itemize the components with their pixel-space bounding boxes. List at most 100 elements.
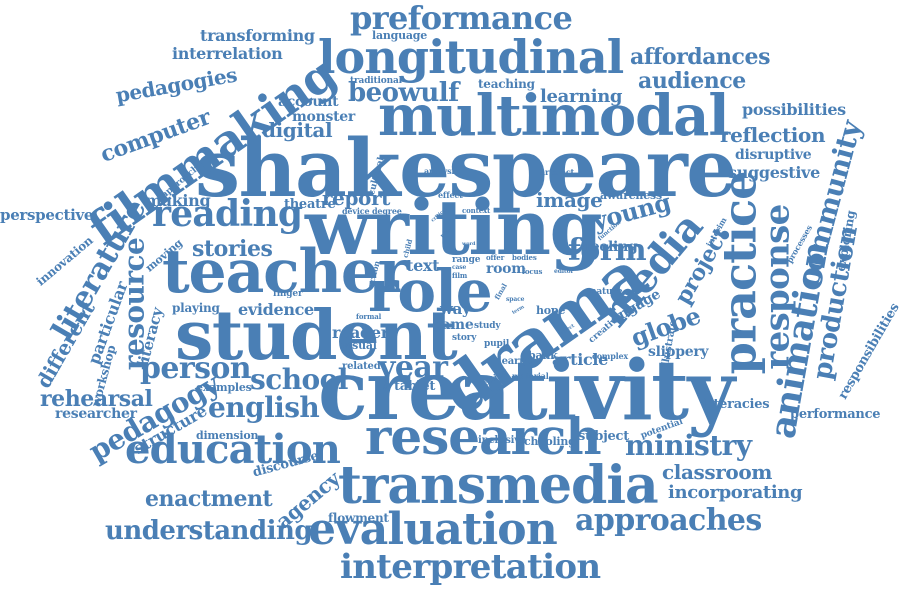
word-incorporating: incorporating [668,482,803,503]
word-subject: subject [578,429,629,444]
word-digital: digital [262,118,333,142]
word-finger: finger [273,289,303,299]
word-learner: learner [498,356,538,367]
word-dimension: dimension [196,429,259,442]
word-beowulf: beowulf [348,78,459,108]
word-evaluation: evaluation [308,504,558,555]
word-examples: examples [196,381,252,394]
word-interpretation: interpretation [340,547,601,587]
word-making: making [145,191,211,210]
word-transmedia: transmedia [338,455,659,516]
word-enactment: enactment [145,486,273,512]
word-perspective: perspective [0,206,94,224]
word-complex: complex [592,351,629,361]
word-literacies: literacies [704,397,770,412]
word-text: text [406,256,440,275]
word-multimodal: multimodal [378,83,730,149]
word-person: person [140,351,252,386]
word-practice: practice [712,171,767,375]
word-offer: offer [486,253,505,262]
word-affordances: affordances [630,44,771,70]
word-audience: audience [638,68,746,94]
word-english: english [208,391,320,424]
word-approaches: approaches [575,503,762,538]
word-suggestive: suggestive [728,163,820,182]
word-traditional: traditional [350,76,402,86]
word-researcher: researcher [55,406,137,422]
word-creativity: creativity [318,343,735,439]
word-performance: performance [790,407,881,422]
word-space: space [506,296,525,303]
word-interrelation: interrelation [172,44,283,63]
word-awareness: awareness [600,189,662,202]
word-visual: visual [342,339,377,352]
word-account: account [278,94,339,110]
word-evidence: evidence [238,300,314,319]
word-education: education [125,426,341,473]
word-artefact: artefact [540,167,575,177]
word-slippery: slippery [648,344,709,360]
word-learning: learning [540,86,623,107]
word-range: range [452,255,481,265]
word-classroom: classroom [662,460,773,484]
word-flowment: flowment [328,511,389,525]
word-word: word [462,241,476,247]
word-pupil: pupil [484,339,510,349]
word-form: form [568,233,647,268]
word-writing: writing [305,183,603,272]
word-disruptive: disruptive [735,147,812,163]
word-effect: effect [438,190,463,200]
word-study: study [474,321,501,331]
word-monster: monster [292,109,356,125]
word-pedagogies: pedagogies [113,62,239,108]
word-rehearsal: rehearsal [40,386,153,412]
word-year: year [378,350,448,385]
word-response: response [757,204,798,370]
word-research: research [365,407,602,466]
word-game: game [432,317,474,333]
word-teacher: teacher [162,237,410,307]
word-inclusive: inclusive [478,435,527,446]
word-theatre: theatre [284,197,336,212]
word-device: device [342,206,370,216]
word-case: case [452,264,467,271]
word-hope: hope [536,304,566,317]
word-longitudinal: longitudinal [318,30,624,84]
word-article: article [552,350,609,369]
word-tablet: tablet [394,379,436,394]
word-nature: nature [590,287,623,297]
word-stories: stories [192,236,273,262]
word-shakespeare: shakespeare [195,121,737,215]
word-context: context [462,206,491,215]
word-teaching: teaching [478,77,535,91]
word-school: school [250,363,348,396]
word-related: related [342,361,381,372]
word-material: material [512,371,549,381]
word-analysis: analysis [424,166,459,176]
word-report: report [322,186,390,210]
word-reading: reading [152,193,303,235]
word-language: language [372,29,428,42]
word-playing: playing [172,301,220,315]
word-schooling: schooling [518,435,576,448]
word-room: room [486,261,526,277]
word-ministry: ministry [625,429,752,462]
word-role: role [368,257,493,325]
word-transforming: transforming [200,26,315,45]
word-bank: bank [528,349,558,362]
word-bodies: bodies [512,253,537,262]
word-feeling: feeling [585,239,638,255]
word-image: image [536,188,603,212]
word-editor: editor [554,268,574,275]
word-understanding: understanding [105,516,313,546]
word-focus: focus [522,267,543,276]
word-student: student [175,296,458,376]
word-reader: reader [332,323,389,342]
word-degree: degree [372,206,402,216]
word-formal: formal [356,312,382,321]
word-preformance: preformance [350,0,573,37]
word-way: way [440,300,471,318]
word-story: story [452,333,477,343]
word-possibilities: possibilities [742,100,846,119]
